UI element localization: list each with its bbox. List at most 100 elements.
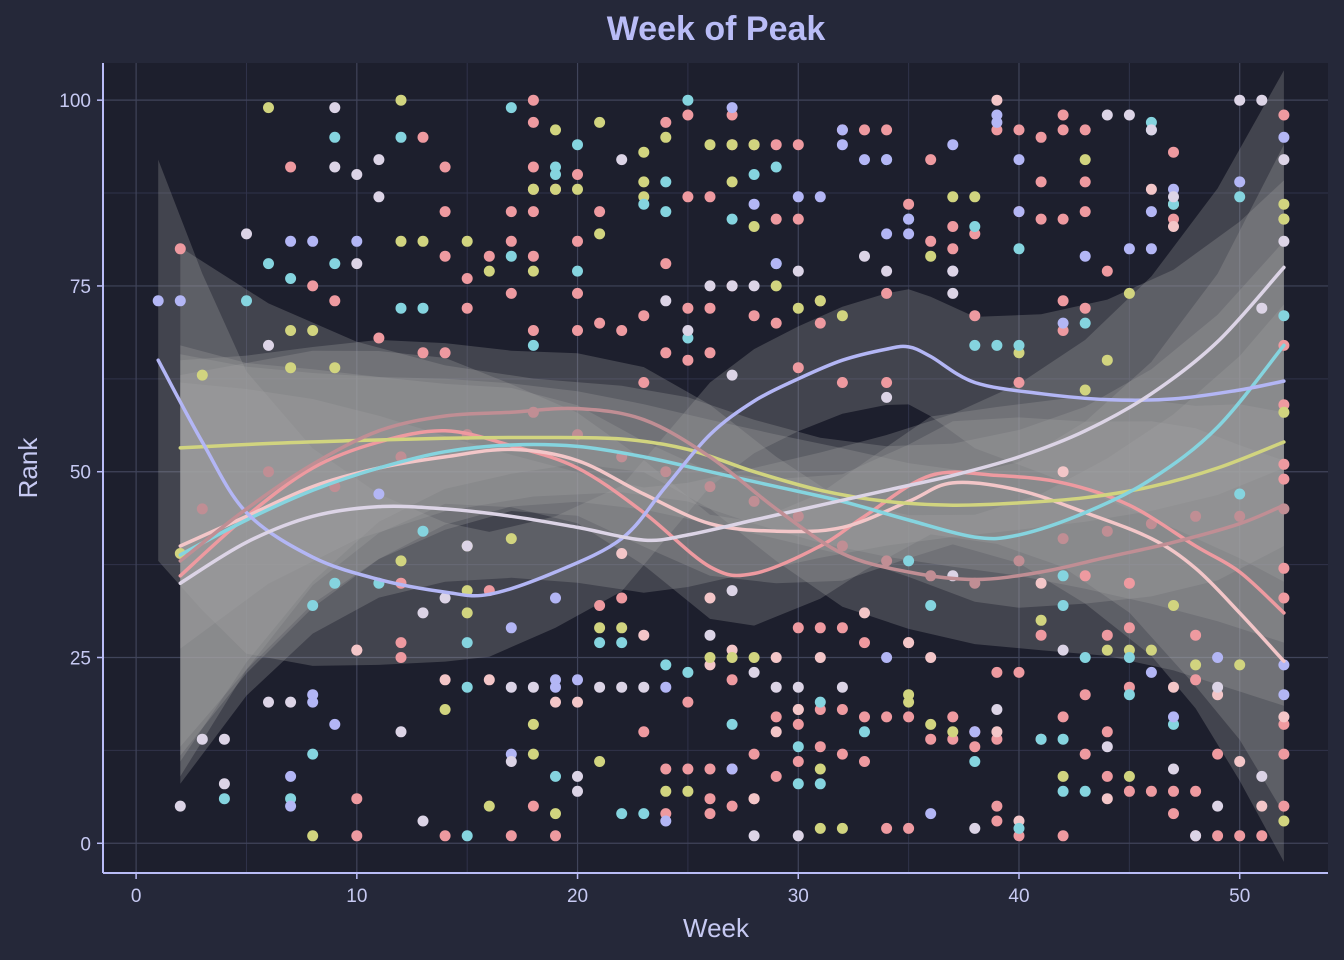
x-tick-label: 50 [1229,886,1250,907]
data-point [505,250,517,262]
data-point [461,273,473,284]
data-point [483,265,495,277]
data-point [373,191,385,203]
smooth-line [178,429,1286,615]
data-point [1101,109,1113,121]
data-point [505,830,517,842]
data-point [1212,800,1224,812]
data-point [792,681,804,693]
confidence-band [180,144,1284,756]
data-point [660,206,672,218]
data-point [1190,659,1202,671]
data-point [616,154,628,166]
data-point [527,325,539,336]
data-point [726,652,738,663]
data-point [505,102,517,114]
data-point [616,681,628,693]
data-point [792,213,804,225]
y-tick-label: 100 [59,91,91,112]
data-point [770,139,782,151]
data-point [594,622,606,634]
data-point [351,644,363,656]
data-point [770,161,782,173]
data-point [726,102,738,114]
data-point [991,339,1003,351]
data-point [748,198,760,210]
data-point [1057,317,1069,329]
data-point [947,139,959,151]
x-tick-label: 40 [1008,886,1029,907]
data-point [682,763,694,775]
data-point [947,191,959,203]
data-point [748,310,760,322]
data-point [1057,533,1069,545]
data-point [726,585,738,597]
data-point [969,741,981,753]
data-point [527,116,539,128]
data-point [748,280,760,292]
x-axis-label: Week [683,913,750,943]
data-point [792,622,804,634]
data-point [307,325,319,336]
data-point [263,102,274,114]
data-point [1168,221,1179,232]
data-point [285,161,297,173]
confidence-band [180,304,1284,762]
data-point [704,347,716,359]
data-point [395,726,407,738]
data-point [704,793,716,805]
data-point [881,154,893,166]
data-point [1057,711,1069,723]
data-point [726,176,738,188]
data-point [285,325,297,336]
data-point [660,659,672,671]
data-point [1278,310,1290,322]
data-point [527,339,539,351]
confidence-band [180,350,1284,814]
smooth-line [178,435,1286,507]
data-point [1212,652,1224,663]
data-point [285,273,297,284]
data-point [903,637,915,649]
data-point [1057,785,1069,797]
data-point [682,302,694,314]
data-point [395,637,407,649]
data-point [881,124,893,136]
data-point [1035,131,1047,143]
data-point [836,681,848,693]
data-point [969,339,981,351]
data-point [196,733,208,745]
data-point [505,622,517,634]
data-point [329,295,341,307]
data-point [572,325,583,336]
data-point [1278,562,1290,574]
data-point [527,250,539,262]
data-point [903,696,915,708]
data-point [1278,213,1290,225]
data-point [638,681,650,693]
data-point [439,674,451,686]
data-point [616,592,628,604]
data-point [1057,733,1069,745]
chart-title: Week of Peak [607,10,826,48]
data-point [1123,243,1135,255]
data-point [748,830,760,842]
data-point [285,362,297,374]
data-point [925,733,937,745]
data-point [1101,726,1113,738]
data-point [572,235,583,247]
data-point [1057,770,1069,782]
data-point [285,800,297,812]
data-point [638,377,650,388]
data-point [947,265,959,277]
data-point [483,800,495,812]
data-point [594,600,606,611]
data-point [1123,577,1135,589]
data-point [748,495,760,507]
data-point [704,481,716,493]
data-point [351,830,363,842]
data-point [572,674,583,686]
data-point [527,718,539,730]
data-point [1234,510,1246,522]
